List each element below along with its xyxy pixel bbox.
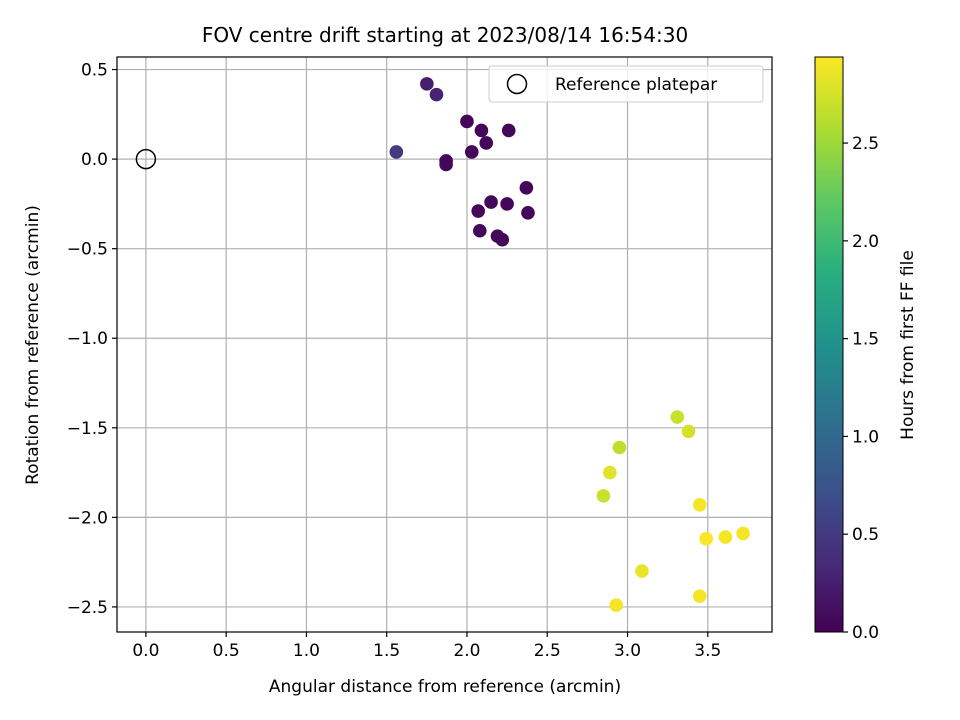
legend-label: Reference platepar: [555, 75, 717, 95]
data-point: [429, 87, 444, 102]
colorbar-tick-label: 2.5: [852, 134, 879, 154]
data-point: [484, 195, 498, 209]
y-tick-label: −0.5: [67, 240, 108, 260]
data-point: [471, 204, 486, 218]
data-point: [389, 145, 404, 159]
x-tick-label: 3.5: [694, 641, 721, 661]
data-points: [389, 77, 750, 612]
legend: Reference platepar: [488, 65, 764, 103]
data-point: [609, 598, 624, 612]
y-tick-label: 0.0: [81, 150, 108, 170]
colorbar-tick-label: 1.5: [852, 330, 879, 350]
colorbar-tick-label: 0.5: [852, 525, 879, 545]
y-ticks: 0.5 0.0 −0.5 −1.0 −1.5 −2.0 −2.5: [67, 61, 117, 618]
data-point: [439, 157, 453, 172]
x-tick-label: 2.0: [453, 641, 480, 661]
data-point: [464, 145, 479, 159]
data-point: [603, 465, 617, 480]
data-point: [474, 123, 489, 138]
data-point: [473, 223, 487, 238]
data-point: [596, 489, 611, 503]
x-tick-label: 0.0: [132, 641, 159, 661]
data-point: [718, 530, 733, 544]
y-tick-label: −2.0: [67, 508, 108, 528]
y-tick-label: 0.5: [81, 61, 108, 81]
colorbar-ticks: 0.0 0.5 1.0 1.5 2.0 2.5: [843, 134, 879, 643]
data-point: [699, 532, 713, 546]
colorbar-tick-label: 0.0: [852, 623, 879, 643]
data-point: [495, 232, 510, 247]
chart-title: FOV centre drift starting at 2023/08/14 …: [202, 23, 688, 47]
x-tick-label: 2.5: [534, 641, 561, 661]
data-point: [736, 526, 750, 541]
colorbar-tick-label: 2.0: [852, 232, 879, 252]
x-tick-label: 3.0: [614, 641, 641, 661]
colorbar-label: Hours from first FF file: [898, 250, 918, 440]
grid-lines: [117, 57, 772, 632]
data-point: [521, 206, 535, 220]
data-point: [420, 77, 434, 91]
y-tick-label: −1.5: [67, 419, 108, 439]
y-tick-label: −1.0: [67, 329, 108, 349]
x-tick-label: 1.5: [373, 641, 400, 661]
x-axis-label: Angular distance from reference (arcmin): [269, 677, 621, 697]
data-point: [460, 114, 474, 129]
reference-marker: [135, 148, 157, 170]
legend-box: [488, 65, 764, 103]
data-point: [692, 589, 707, 603]
data-point: [501, 123, 516, 138]
colorbar: [814, 56, 844, 633]
data-point: [500, 197, 514, 211]
plot-frame: [116, 56, 773, 633]
x-tick-label: 0.5: [213, 641, 240, 661]
data-point: [670, 410, 685, 424]
colorbar-tick-label: 1.0: [852, 427, 879, 447]
data-point: [519, 180, 534, 195]
data-point: [692, 498, 707, 512]
reference-marker-group: [135, 148, 157, 170]
y-axis-label: Rotation from reference (arcmin): [23, 205, 43, 485]
data-point: [479, 136, 494, 150]
x-tick-label: 1.0: [293, 641, 320, 661]
data-point: [681, 424, 696, 439]
data-point: [635, 564, 649, 578]
x-ticks: 0.0 0.5 1.0 1.5 2.0 2.5 3.0 3.5: [132, 632, 721, 661]
y-tick-label: −2.5: [67, 598, 108, 618]
data-point: [612, 440, 627, 455]
legend-reference-marker: [506, 73, 528, 95]
